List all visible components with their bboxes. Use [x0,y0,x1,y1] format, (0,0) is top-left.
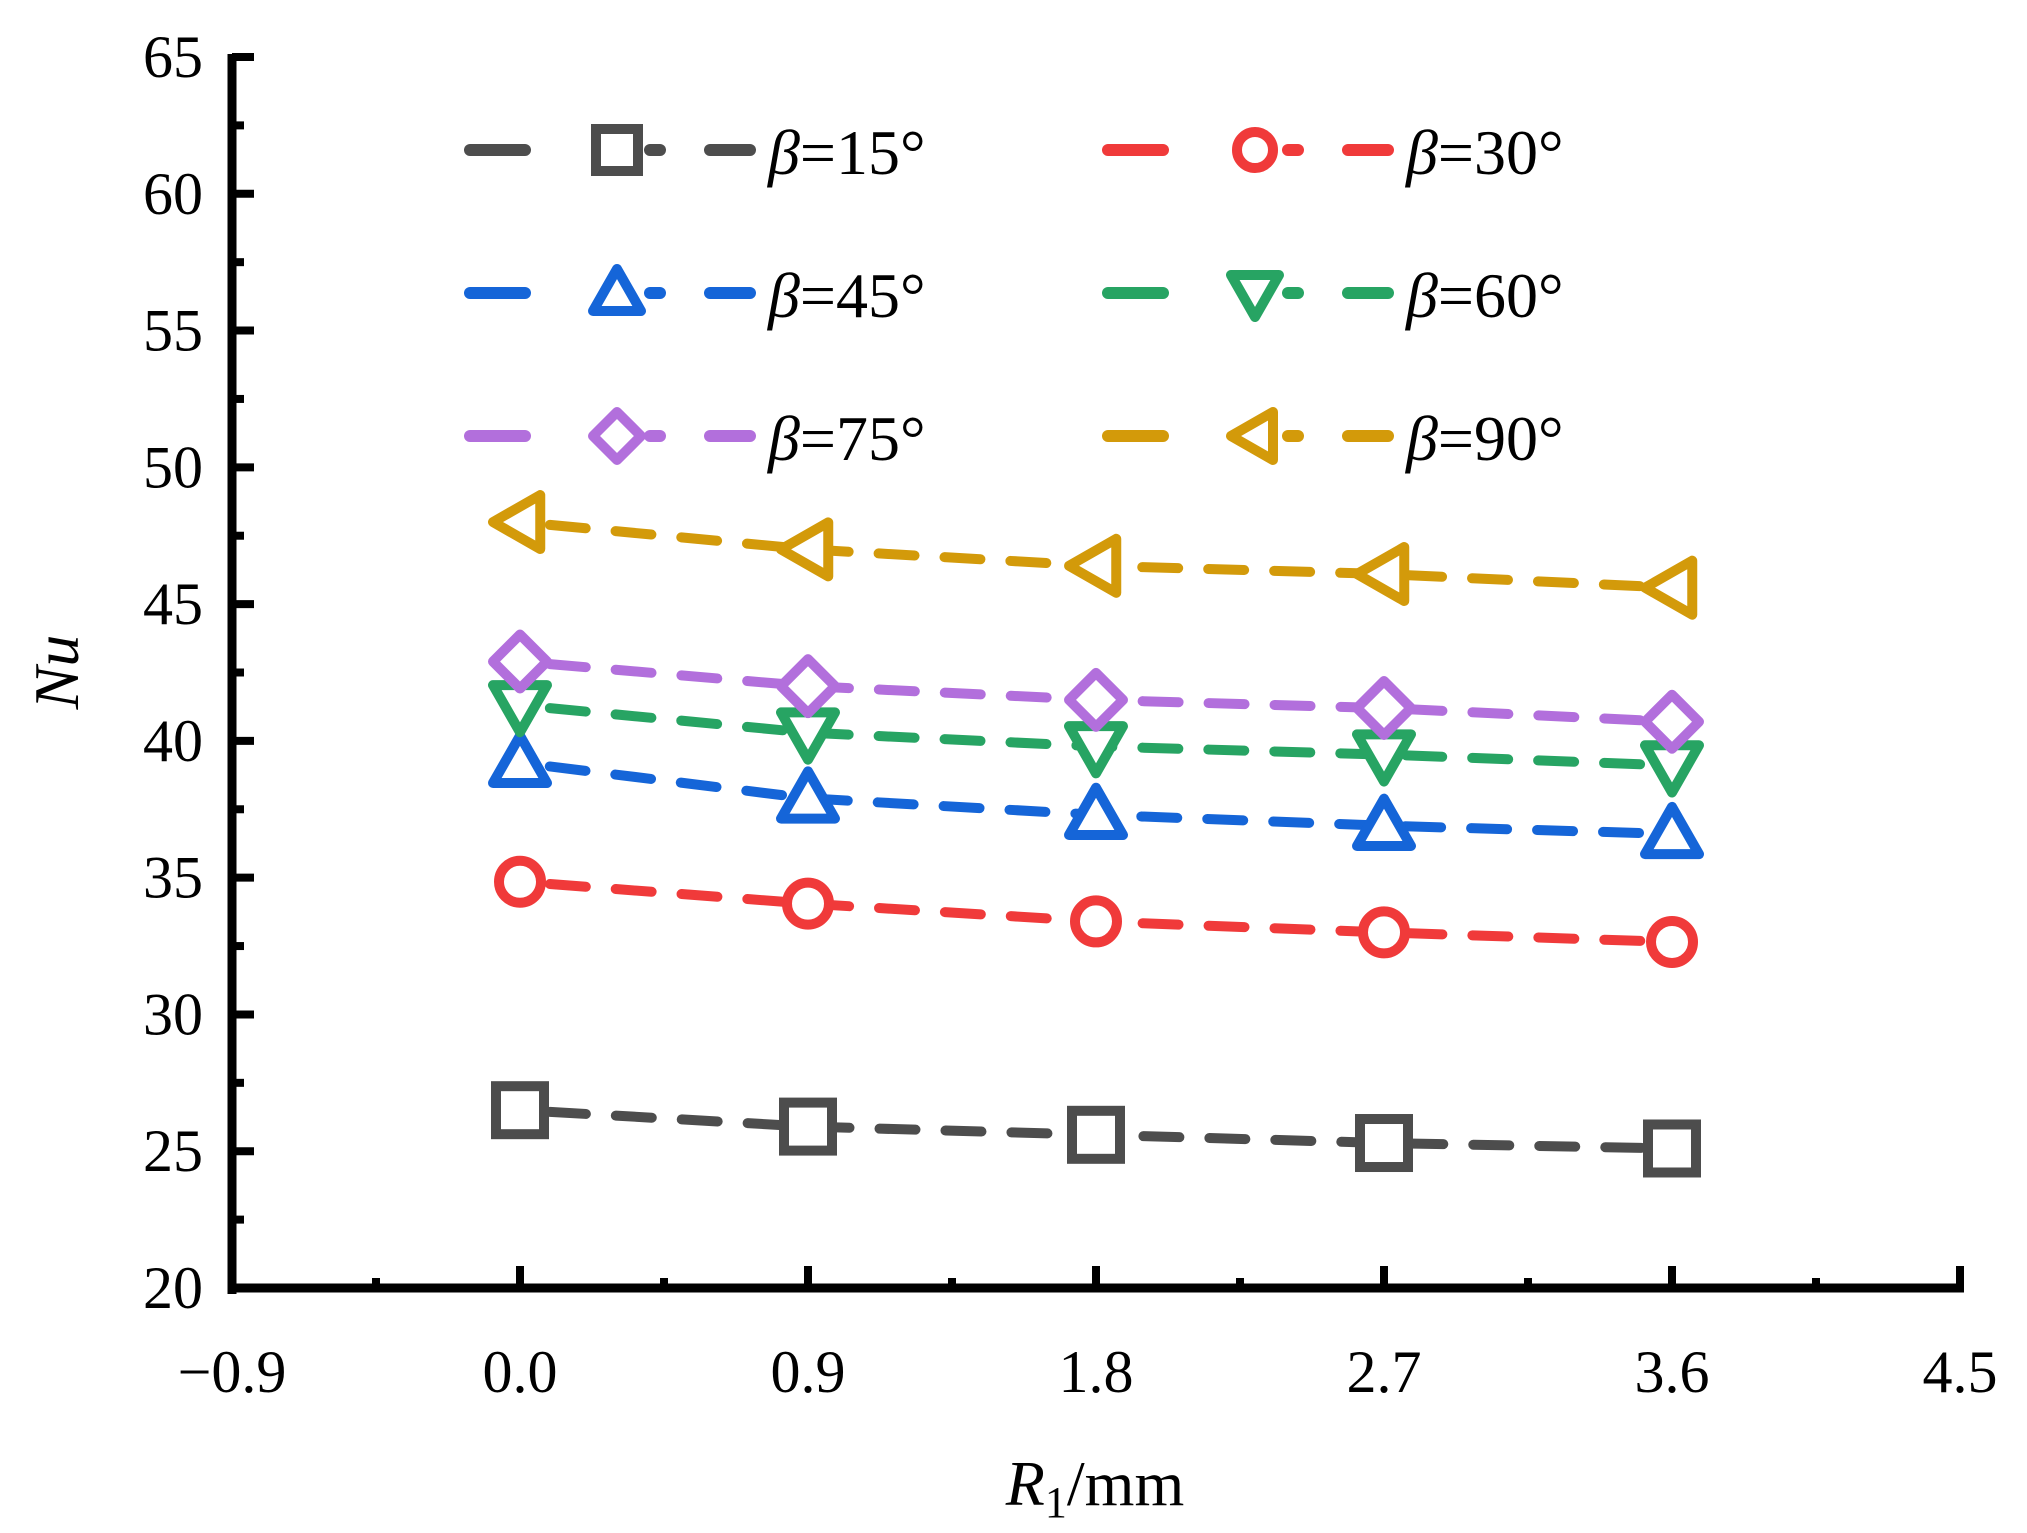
triangle-up-marker [488,730,552,789]
legend: β=15° β=30°β=45° β=60°β=75° β=90° [464,117,1564,474]
legend-item: β=90° [1102,403,1564,474]
x-tick-label: 0.0 [483,1339,558,1405]
series-layer [488,490,1704,1178]
legend-beta: β [1404,260,1438,331]
series-triangle-up [488,730,1704,860]
circle-marker [1646,915,1698,968]
x-axis-title-unit: /mm [1067,1448,1184,1519]
legend-beta: β [1404,117,1438,188]
y-tick-label: 35 [143,845,203,911]
triangle-up-marker [1640,801,1704,860]
ticks: −0.9 0.0 0.9 1.8 2.7 3.6 4.5 20 25 30 35 40 45 50 55 60… [143,24,1998,1405]
series-circle [494,855,1698,968]
square-marker [1067,1105,1125,1164]
circle-marker [494,855,546,908]
legend-beta: β [1404,403,1438,474]
legend-label: β=30° [1404,117,1564,188]
triangle-left-marker [488,490,546,555]
legend-value: =45° [800,260,926,331]
legend-label: β=15° [766,117,926,188]
circle-marker [1232,127,1278,173]
legend-item: β=30° [1102,117,1564,188]
series-triangle-down [488,680,1704,798]
legend-label: β=60° [1404,260,1564,331]
square-marker [1643,1119,1701,1178]
triangle-left-marker [1640,555,1698,620]
circle-marker [1358,906,1410,959]
legend-item: β=60° [1102,260,1564,331]
triangle-left-marker [1352,542,1410,607]
y-tick-label: 25 [143,1118,203,1184]
square-marker [491,1081,549,1140]
triangle-down-marker [1226,270,1284,322]
diamond-marker [588,407,646,465]
y-tick-label: 60 [143,161,203,227]
diamond-marker [1352,676,1416,741]
legend-label: β=45° [766,260,926,331]
y-tick-label: 30 [143,981,203,1047]
y-tick-label: 45 [143,571,203,637]
legend-beta: β [766,260,800,331]
legend-value: =30° [1438,117,1564,188]
triangle-up-marker [1064,782,1128,840]
y-tick-label: 65 [143,24,203,90]
square-marker [1355,1114,1413,1173]
triangle-up-marker [1352,793,1416,851]
legend-beta: β [766,117,800,188]
legend-value: =75° [800,403,926,474]
legend-item: β=75° [464,403,926,474]
y-axis-title: Nu [21,635,92,711]
y-tick-label: 55 [143,298,203,364]
x-axis-title-main: R [1005,1448,1045,1519]
square-marker [591,124,643,176]
legend-item: β=15° [464,117,926,188]
circle-marker [782,877,834,930]
triangle-down-marker [1352,729,1416,787]
square-marker [779,1097,837,1156]
triangle-up-marker [776,766,840,824]
x-tick-label: 4.5 [1923,1339,1998,1405]
diamond-marker [488,629,552,694]
x-tick-label: 1.8 [1059,1339,1134,1405]
legend-label: β=75° [766,403,926,474]
x-axis-title: R1/mm [1005,1448,1184,1527]
legend-label: β=90° [1404,403,1564,474]
triangle-left-marker [1064,533,1122,598]
y-tick-label: 50 [143,434,203,500]
triangle-down-marker [776,707,840,765]
legend-value: =60° [1438,260,1564,331]
legend-value: =90° [1438,403,1564,474]
series-triangle-left [488,490,1698,620]
triangle-left-marker [776,517,834,582]
diamond-marker [776,654,840,719]
legend-value: =15° [800,117,926,188]
y-tick-label: 40 [143,708,203,774]
diamond-marker [1640,689,1704,754]
y-tick-label: 20 [143,1255,203,1321]
x-tick-label: 2.7 [1347,1339,1422,1405]
series-diamond [488,629,1704,754]
legend-beta: β [766,403,800,474]
x-tick-label: −0.9 [178,1339,287,1405]
x-tick-label: 0.9 [771,1339,846,1405]
series-square [491,1081,1701,1178]
x-axis-title-sub: 1 [1045,1478,1067,1527]
triangle-left-marker [1226,407,1278,465]
triangle-up-marker [588,264,646,316]
x-tick-label: 3.6 [1635,1339,1710,1405]
legend-item: β=45° [464,260,926,331]
circle-marker [1070,895,1122,948]
diamond-marker [1064,667,1128,732]
triangle-down-marker [1064,721,1128,779]
